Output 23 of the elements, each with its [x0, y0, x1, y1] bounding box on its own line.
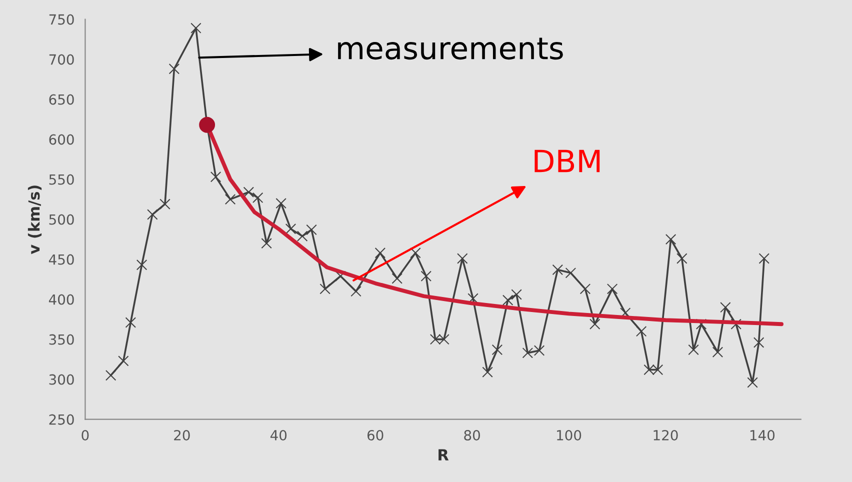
x-tick-label: 60: [367, 430, 384, 441]
x-tick-label: 140: [750, 430, 775, 441]
y-axis-title: v (km/s): [28, 186, 42, 254]
y-tick-label: 450: [48, 254, 74, 265]
y-tick-label: 500: [49, 214, 74, 225]
annotation: measurements: [338, 38, 563, 60]
y-tick-label: 300: [49, 374, 74, 385]
y-tick-label: 600: [49, 134, 74, 145]
y-tick-label: 400: [48, 294, 74, 305]
y-tick-label: 700: [49, 54, 74, 65]
x-tick-label: 20: [174, 430, 190, 441]
x-tick-label: 0: [82, 430, 89, 441]
y-tick-label: 250: [49, 414, 74, 425]
annotation: DBM: [534, 150, 600, 172]
x-tick-label: 120: [654, 430, 678, 441]
y-tick-label: 350: [49, 334, 74, 345]
y-tick-label: 650: [49, 94, 74, 105]
x-tick-label: 40: [270, 430, 287, 441]
y-tick-label: 750: [49, 14, 74, 25]
x-tick-label: 80: [464, 430, 480, 441]
x-tick-label: 100: [557, 430, 582, 441]
y-tick-label: 550: [49, 174, 74, 185]
x-axis-title: R: [438, 449, 449, 460]
